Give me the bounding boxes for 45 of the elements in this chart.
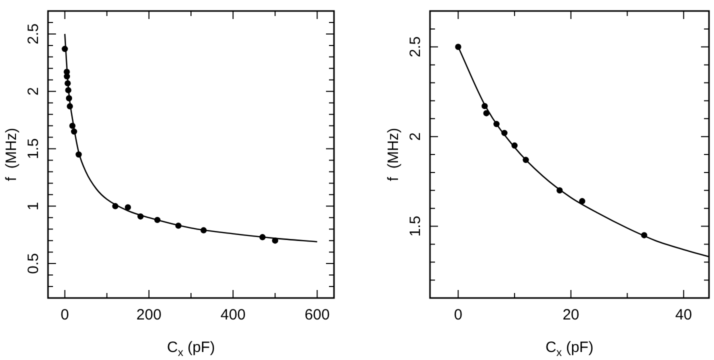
point	[137, 213, 144, 220]
y-tick-label: 2	[25, 87, 42, 96]
y-tick-label: 1	[25, 202, 42, 210]
point	[200, 227, 207, 234]
point	[522, 156, 529, 163]
x-tick-label: 200	[136, 306, 162, 324]
point	[259, 234, 266, 240]
point	[124, 204, 132, 210]
y-axis-title: f (MHz)	[385, 128, 402, 182]
y-tick-label: 2.5	[407, 36, 424, 58]
point	[501, 130, 508, 136]
y-axis-title: f (MHz)	[3, 128, 20, 182]
point	[112, 203, 118, 210]
point	[579, 198, 586, 204]
y-tick-label: 1.5	[25, 138, 42, 160]
point	[70, 128, 78, 135]
point	[64, 80, 71, 86]
point	[64, 73, 70, 80]
y-tick-label: 1.5	[407, 216, 424, 237]
x-tick-label: 40	[675, 306, 692, 324]
x-tick-label: 0	[454, 306, 462, 324]
point	[66, 103, 73, 110]
x-tick-label: 0	[60, 306, 69, 324]
x-tick-label: 20	[562, 306, 580, 324]
point	[62, 46, 68, 52]
point	[493, 120, 500, 128]
point	[272, 238, 278, 244]
point	[66, 95, 72, 102]
point	[511, 142, 518, 149]
point	[154, 216, 160, 224]
y-tick-label: 2.5	[25, 24, 42, 44]
point	[65, 87, 72, 94]
point	[175, 222, 182, 229]
point	[69, 122, 76, 129]
point	[482, 102, 488, 110]
y-tick-label: 2	[407, 132, 424, 141]
x-tick-label: 600	[304, 306, 330, 324]
y-tick-label: 0.5	[25, 253, 42, 274]
point	[76, 151, 82, 158]
point	[641, 232, 648, 238]
x-tick-label: 400	[220, 306, 246, 324]
point	[483, 110, 490, 116]
line-series	[64, 33, 318, 242]
point	[556, 187, 563, 194]
point	[455, 44, 462, 50]
